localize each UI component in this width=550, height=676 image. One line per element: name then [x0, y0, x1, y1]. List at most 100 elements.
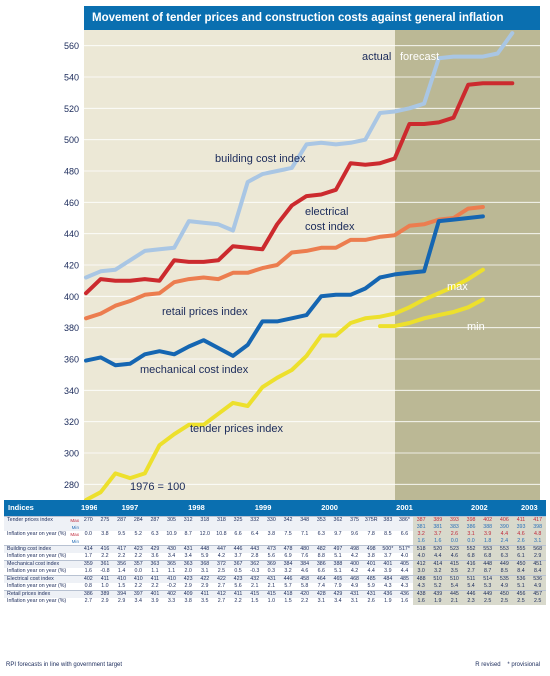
table-cell [163, 538, 180, 546]
table-cell: 10.8 [213, 531, 230, 538]
table-cell: 0.5 [229, 568, 247, 576]
row-maxmin [66, 545, 80, 553]
table-cell: 4.3 [396, 583, 413, 591]
table-cell: 3.5 [446, 568, 463, 576]
table-cell: 1.0 [96, 583, 114, 591]
table-row: Mechanical cost index 359 361 356 357 363 365 3… [4, 560, 546, 568]
table-cell: 375R [362, 516, 380, 524]
grid-lines [84, 45, 540, 485]
table-cell: 410 [129, 575, 147, 583]
table-row: Inflation year on year (%) 0.8 1.0 1.5 2.2 2.… [4, 583, 546, 591]
table-cell: 4.9 [529, 583, 546, 591]
table-cell: 389 [96, 590, 114, 598]
table-cell: 368 [196, 560, 214, 568]
table-cell [396, 538, 413, 546]
table-cell: 4.3 [412, 583, 430, 591]
table-cell: 411 [96, 575, 114, 583]
table-cell [312, 524, 330, 531]
table-cell: 2.5 [512, 598, 530, 605]
table-cell: 2.7 [213, 598, 230, 605]
table-cell: 2.3 [462, 598, 480, 605]
table-cell: 3.4 [163, 553, 180, 561]
table-cell: 447 [213, 545, 230, 553]
y-tick-label: 280 [64, 480, 79, 490]
table-cell: 398 [529, 524, 546, 531]
row-maxmin [66, 590, 80, 598]
table-cell: 0.0 [80, 531, 97, 538]
table-cell: 520 [429, 545, 447, 553]
table-cell: 386* [396, 516, 413, 524]
table-cell [279, 538, 297, 546]
table-cell: 6.6 [229, 531, 247, 538]
table-cell [346, 538, 363, 546]
row-label: Mechanical cost index [4, 560, 66, 568]
table-cell: 468 [346, 575, 363, 583]
table-cell: 342 [279, 516, 297, 524]
table-cell: 383 [379, 516, 397, 524]
table-cell: 2.1 [263, 583, 280, 591]
table-cell: 4.2 [346, 568, 363, 576]
table-cell: 422 [213, 575, 230, 583]
y-tick-label: 440 [64, 229, 79, 239]
table-cell: 401 [362, 560, 380, 568]
table-cell: 397 [129, 590, 147, 598]
table-cell: 2.5 [496, 598, 513, 605]
table-cell [113, 524, 130, 531]
table-cell: 480 [296, 545, 313, 553]
table-cell: 10.9 [163, 531, 180, 538]
table-cell: 3.7 [229, 553, 247, 561]
row-maxmin: Max [66, 531, 80, 538]
table-cell: 330 [263, 516, 280, 524]
table-cell [329, 524, 347, 531]
table-cell: 414 [80, 545, 97, 553]
table-cell: 431 [179, 545, 197, 553]
table-cell: 485 [396, 575, 413, 583]
row-maxmin [66, 568, 80, 576]
table-cell: 2.2 [113, 553, 130, 561]
table-cell: 384 [296, 560, 313, 568]
table-cell [229, 524, 247, 531]
table-cell: 406 [496, 516, 513, 524]
line-chart: 280 300 320 340 360 380 400 420 440 460 480 500 520 5… [64, 30, 540, 500]
table-cell: 456 [512, 590, 530, 598]
table-cell: 6.3 [146, 531, 164, 538]
table-cell: 5.4 [462, 583, 480, 591]
table-cell: 523 [446, 545, 463, 553]
table-cell: 402 [80, 575, 97, 583]
table-cell: 0.0 [446, 538, 463, 546]
label-forecast: forecast [400, 51, 439, 63]
legend-revised: R revised [475, 662, 501, 668]
indices-table-wrap: Indices 1996 1997 1998 1999 2000 2001 2002 2003 … [4, 500, 546, 658]
table-cell: 497 [329, 545, 347, 553]
label-retail-prices-index: retail prices index [162, 306, 248, 318]
table-cell: 1.9 [429, 598, 447, 605]
table-cell: 3.8 [362, 553, 380, 561]
table-cell: 312 [179, 516, 197, 524]
table-cell: 362 [329, 516, 347, 524]
table-cell: 428 [312, 590, 330, 598]
table-cell: 318 [196, 516, 214, 524]
table-cell: 3.8 [263, 531, 280, 538]
table-cell: 439 [429, 590, 447, 598]
table-cell [296, 524, 313, 531]
table-cell: 2.1 [246, 583, 264, 591]
table-cell: 362 [246, 560, 264, 568]
table-cell: 2.2 [229, 598, 247, 605]
table-cell: 2.0 [179, 568, 197, 576]
table-cell: 287 [113, 516, 130, 524]
table-cell: 3.1 [529, 538, 546, 546]
table-row: Min 381 381 383 386 388 390 393 398 [4, 524, 546, 531]
year-header: 2002 [446, 500, 513, 517]
series-lines [84, 31, 515, 500]
table-cell: 2.9 [196, 583, 214, 591]
table-cell: 357 [129, 560, 147, 568]
table-cell: 448 [479, 560, 497, 568]
table-cell: 318 [213, 516, 230, 524]
table-cell: 555 [512, 545, 530, 553]
table-cell: 386 [312, 560, 330, 568]
row-label: Inflation year on year (%) [4, 568, 66, 576]
table-cell: 445 [446, 590, 463, 598]
table-cell [346, 524, 363, 531]
table-cell: 431 [263, 575, 280, 583]
table-cell: 367 [229, 560, 247, 568]
